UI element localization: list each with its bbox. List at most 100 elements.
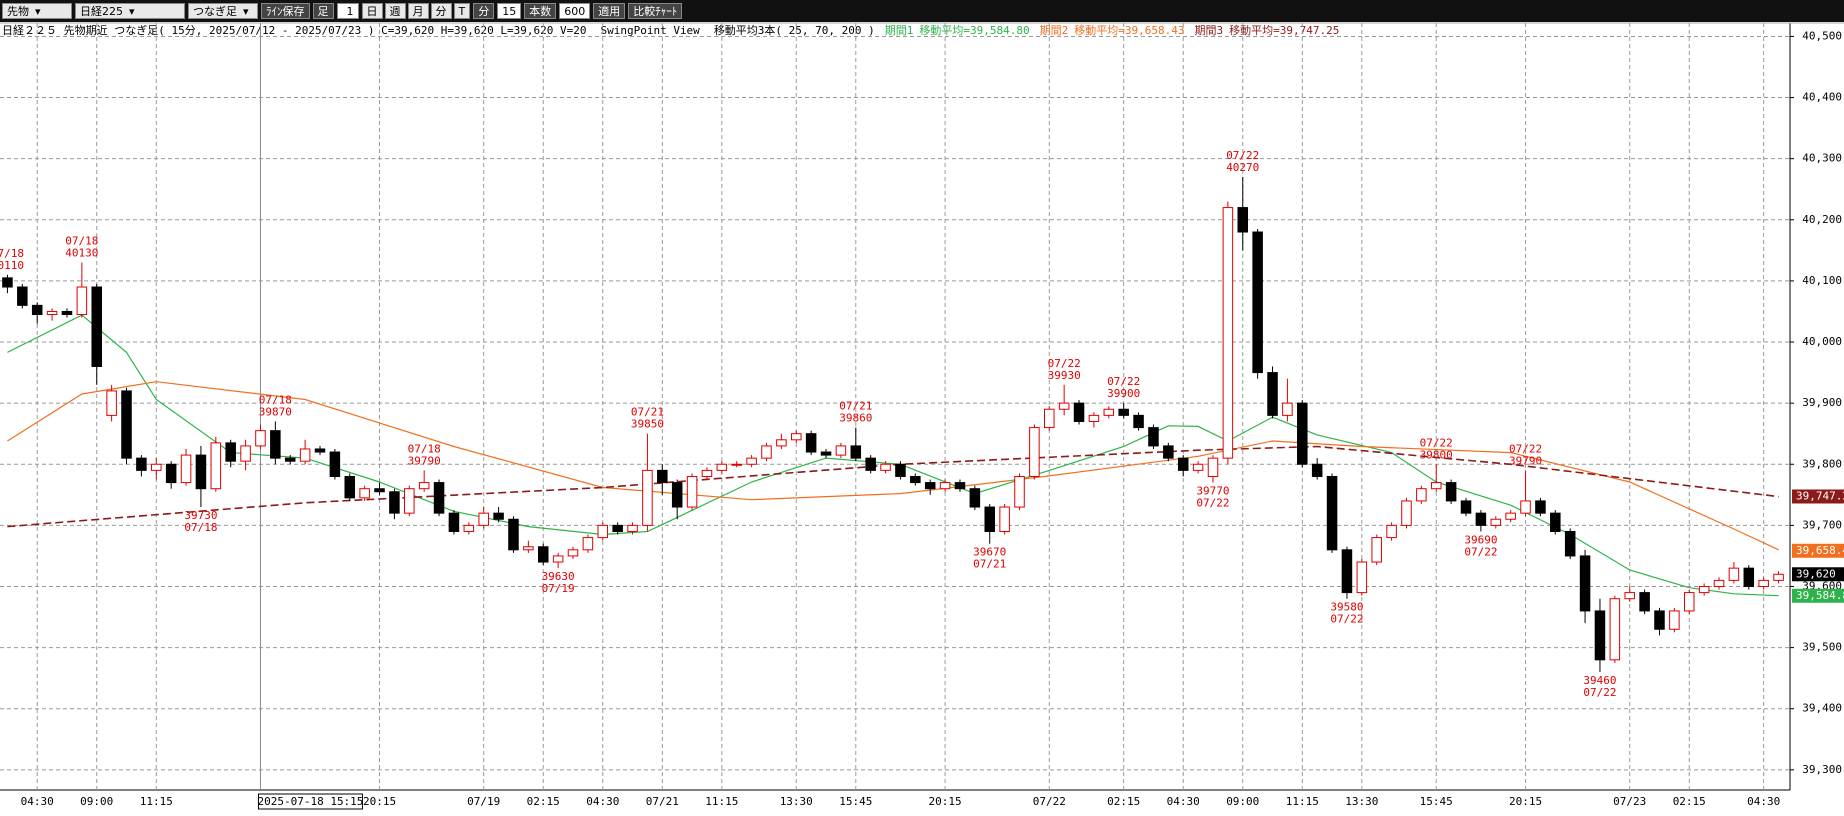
ma-tag: 39,658.43 [1796,544,1844,557]
candle-body [627,524,638,532]
candle-body [1579,555,1591,612]
compare-button[interactable]: 比較ﾁｬｰﾄ [628,3,683,19]
swing-date: 07/22 [1583,686,1616,699]
x-tick-label: 04:30 [21,795,54,808]
y-tick-label: 40,200 [1802,213,1842,226]
candle-body [433,482,445,514]
y-tick-label: 40,300 [1802,152,1842,165]
candle-body [1743,567,1755,587]
candle-body [1282,402,1293,416]
candle-body [701,469,713,477]
header: 日経２２５ 先物期近 つなぎ足( 15分, 2025/07/12 - 2025/… [2,23,1339,37]
candle-body [1669,610,1680,630]
market-select[interactable]: 先物 [2,3,72,19]
swing-date: 07/18 [65,235,98,248]
x-tick-label: 02:15 [1107,795,1140,808]
candle-body [240,445,251,462]
candle-body [180,454,192,484]
candle-body [612,524,623,532]
candle-body [255,430,266,447]
candle-body [939,482,951,490]
symbol-select[interactable]: 日経225 [75,3,185,19]
candle-body [671,482,683,508]
candle-body [1758,579,1769,587]
x-tick-label: 04:30 [586,795,619,808]
ma-label: 移動平均=39,747.25 [1229,23,1339,37]
candle-body [790,433,802,441]
candle-body [210,442,222,490]
candle-body [418,482,430,490]
candle-body [284,457,296,462]
candle-body [820,451,832,456]
candle-body [552,555,564,563]
swing-date: 07/18 [259,393,292,406]
x-tick-label: 07/22 [1033,795,1066,808]
candle-body [1490,518,1502,526]
save-button[interactable]: ﾗｲﾝ保存 [261,3,310,19]
candle-body [642,469,653,526]
candle-body [136,457,147,471]
y-tick-label: 39,500 [1802,641,1842,654]
candle-body [478,512,489,526]
x-tick-label: 20:15 [1509,795,1542,808]
candle-body [1133,414,1144,429]
candle-body [686,475,698,508]
header-text: 日経２２５ 先物期近 つなぎ足( 15分, 2025/07/12 - 2025/… [2,23,1339,37]
interval-input[interactable]: 15 [497,3,522,19]
candle-body [151,463,162,471]
candle-body [389,491,400,514]
period-button[interactable]: 分 [430,3,452,19]
period-button[interactable]: 日 [361,3,383,19]
swing-date: 07/22 [1420,436,1453,449]
mode-select[interactable]: つなぎ足 [188,3,258,19]
swing-value: 39770 [1196,485,1229,498]
swing-value: 39900 [1107,387,1140,400]
swing-date: 07/22 [1107,375,1140,388]
candle-body [1550,512,1561,532]
candle-body [805,433,817,453]
candle-body [1683,592,1695,612]
swing-value: 39790 [1509,454,1542,467]
swing-date: 07/18 [0,247,24,260]
candle-body [270,430,281,459]
period-button[interactable]: 月 [407,3,429,19]
candle-body [314,448,326,453]
candle-body [1029,427,1040,477]
candle-body [1192,463,1204,471]
candle-body [1505,512,1516,520]
candle-body [537,546,549,563]
candle-body [1624,592,1635,600]
ma-label: 移動平均=39,584.80 [919,23,1029,37]
candle-body [329,451,341,477]
candle-body [880,463,891,471]
swing-date: 07/21 [631,406,664,419]
candle-body [1401,500,1412,526]
x-tick-label: 11:15 [140,795,173,808]
candle-body [999,506,1010,532]
candle-body [1118,408,1129,416]
candle-body [865,457,876,471]
swing-value: 40110 [0,259,24,272]
candle-body [374,488,385,493]
bar-input[interactable]: 1 [336,3,359,19]
candle-body [1564,530,1576,557]
swing-date: 07/22 [1509,442,1542,455]
x-tick-label: 09:00 [80,795,113,808]
x-tick-label: 13:30 [1345,795,1378,808]
y-tick-label: 40,400 [1802,91,1842,104]
candle-body [1535,500,1546,514]
swing-value: 39460 [1583,674,1616,687]
count-input[interactable]: 600 [559,3,591,19]
candle-body [1207,457,1219,477]
apply-button[interactable]: 適用 [593,3,626,19]
swing-value: 39860 [839,412,872,425]
candle-body [1297,402,1308,465]
swing-value: 39850 [631,418,664,431]
last-price-tag-box [1792,567,1844,582]
x-tick-label: 13:30 [780,795,813,808]
swing-date: 07/22 [1196,497,1229,510]
period-button[interactable]: 週 [384,3,406,19]
swing-value: 39790 [408,454,441,467]
period-button[interactable]: T [453,3,471,19]
